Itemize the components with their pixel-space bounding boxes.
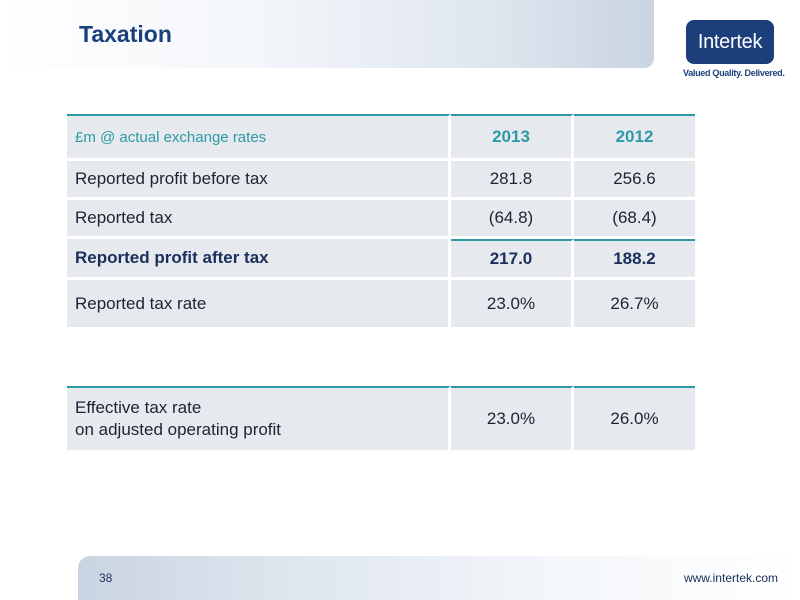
row-value-2013: (64.8) — [451, 200, 574, 236]
page-title: Taxation — [79, 21, 172, 47]
header-label: £m @ actual exchange rates — [67, 114, 451, 158]
table-row: Reported profit before tax 281.8 256.6 — [67, 161, 695, 197]
intertek-logo: Intertek — [686, 20, 774, 64]
header-band — [0, 0, 654, 68]
row-value-2012: 256.6 — [574, 161, 695, 197]
effective-tax-table: Effective tax rate on adjusted operating… — [67, 386, 695, 450]
row-value-2013: 23.0% — [451, 280, 574, 327]
row-label: Reported tax — [67, 200, 451, 236]
header-2013: 2013 — [451, 114, 574, 158]
row-label: Reported profit after tax — [67, 239, 451, 277]
table-header-row: £m @ actual exchange rates 2013 2012 — [67, 114, 695, 158]
footer-url[interactable]: www.intertek.com — [683, 571, 778, 585]
logo-text: Intertek — [697, 30, 763, 53]
table-row: Reported tax (64.8) (68.4) — [67, 200, 695, 236]
table-row: Effective tax rate on adjusted operating… — [67, 386, 695, 450]
effective-label-line1: Effective tax rate — [75, 398, 202, 417]
row-value-2013: 281.8 — [451, 161, 574, 197]
table-row: Reported profit after tax 217.0 188.2 — [67, 239, 695, 277]
page-number: 38 — [99, 571, 113, 585]
effective-label-line2: on adjusted operating profit — [75, 420, 282, 439]
row-value-2012: 26.7% — [574, 280, 695, 327]
row-value-2013: 217.0 — [451, 239, 574, 277]
row-label: Reported profit before tax — [67, 161, 451, 197]
effective-value-2013: 23.0% — [451, 386, 574, 450]
table-row: Reported tax rate 23.0% 26.7% — [67, 280, 695, 327]
effective-label: Effective tax rate on adjusted operating… — [67, 386, 451, 450]
row-value-2012: 188.2 — [574, 239, 695, 277]
footer-band — [78, 556, 800, 600]
header-2012: 2012 — [574, 114, 695, 158]
logo-tagline: Valued Quality. Delivered. — [683, 68, 785, 78]
taxation-table: £m @ actual exchange rates 2013 2012 Rep… — [67, 114, 695, 327]
row-label: Reported tax rate — [67, 280, 451, 327]
effective-value-2012: 26.0% — [574, 386, 695, 450]
row-value-2012: (68.4) — [574, 200, 695, 236]
